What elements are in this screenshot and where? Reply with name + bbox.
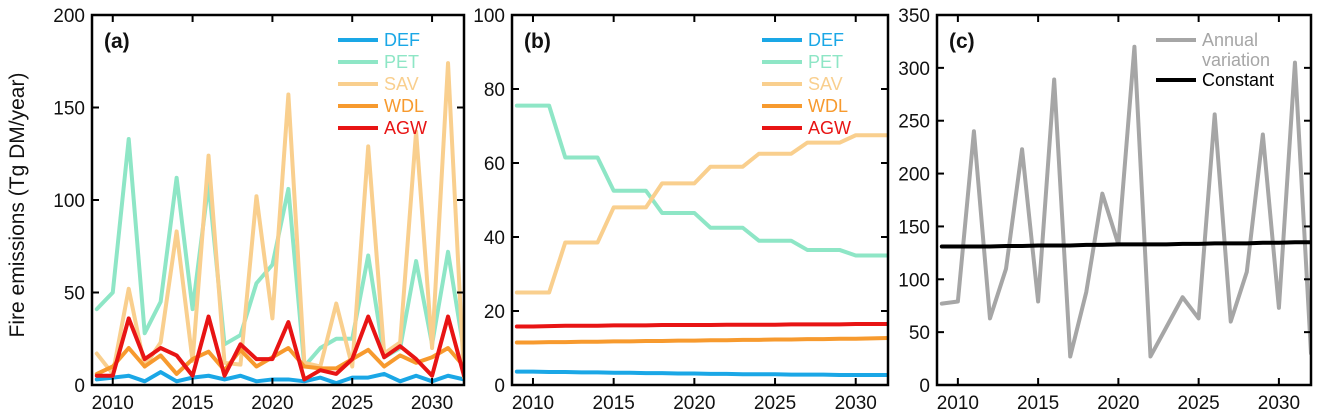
x-tick-label: 2030 <box>411 393 453 414</box>
y-tick-label: 150 <box>898 217 930 238</box>
series-line-def <box>514 369 888 378</box>
x-tick-label: 2020 <box>1097 393 1139 414</box>
y-tick-label: 0 <box>919 376 930 397</box>
legend-label-wdl: WDL <box>384 96 424 116</box>
x-tick-label: 2010 <box>512 393 554 414</box>
y-tick-label: 100 <box>473 6 505 27</box>
legend-label-agw: AGW <box>808 118 851 138</box>
legend-label-wdl: WDL <box>808 96 848 116</box>
y-tick-label: 50 <box>909 323 930 344</box>
legend-label-agw: AGW <box>384 118 427 138</box>
legend-label-annual-variation: Annual variation <box>1202 30 1270 70</box>
y-tick-label: 80 <box>484 80 505 101</box>
series-line-pet <box>514 103 888 258</box>
x-tick-label: 2015 <box>593 393 635 414</box>
x-tick-label: 2030 <box>835 393 877 414</box>
legend-label-pet: PET <box>384 52 419 72</box>
y-tick-label: 60 <box>484 154 505 175</box>
plot-frame <box>510 13 890 387</box>
legend-label-sav: SAV <box>808 74 843 94</box>
x-tick-label: 2020 <box>673 393 715 414</box>
y-axis-label: Fire emissions (Tg DM/year) <box>6 73 29 338</box>
x-tick-label: 2020 <box>251 393 293 414</box>
x-tick-label: 2015 <box>1017 393 1059 414</box>
panel-2: 2010 2015 2020 2025 2030 0 20 40 60 80 100 (b) DEFPE… <box>473 6 890 414</box>
series-line-wdl <box>94 346 464 376</box>
series-line-agw <box>514 321 888 329</box>
series-line-sav <box>94 61 464 380</box>
y-tick-label: 150 <box>53 99 85 120</box>
series-line-wdl <box>514 336 888 345</box>
y-tick-label: 200 <box>53 6 85 27</box>
panel-3: 2010 2015 2020 2025 2030 0 50 100 150 200 250 300 35… <box>898 6 1313 414</box>
y-tick-label: 250 <box>898 112 930 133</box>
series-line-agw <box>94 314 464 382</box>
legend-label-sav: SAV <box>384 74 419 94</box>
x-tick-label: 2010 <box>937 393 979 414</box>
y-tick-label: 100 <box>898 270 930 291</box>
legend-label-pet: PET <box>808 52 843 72</box>
panel-label: (c) <box>949 30 975 53</box>
panel-1: 2010 2015 2020 2025 2030 0 50 100 150 200 (a) Fire … <box>6 6 466 414</box>
panel-label: (a) <box>104 30 130 53</box>
x-tick-label: 2025 <box>331 393 373 414</box>
series-line-sav <box>514 133 888 295</box>
y-tick-label: 50 <box>64 284 85 305</box>
x-tick-label: 2030 <box>1258 393 1300 414</box>
y-tick-label: 40 <box>484 228 505 249</box>
x-tick-label: 2015 <box>171 393 213 414</box>
panel-label: (b) <box>524 30 551 53</box>
x-tick-label: 2025 <box>1177 393 1219 414</box>
y-tick-label: 300 <box>898 59 930 80</box>
x-tick-label: 2010 <box>92 393 134 414</box>
legend-label-constant: Constant <box>1202 70 1274 90</box>
series-line-def <box>94 370 464 385</box>
x-tick-label: 2025 <box>754 393 796 414</box>
series-line-constant <box>939 240 1311 249</box>
y-tick-label: 0 <box>74 376 85 397</box>
y-tick-label: 20 <box>484 302 505 323</box>
plot-frame <box>935 13 1313 387</box>
series-line-annual-variation <box>939 44 1311 359</box>
y-tick-label: 100 <box>53 191 85 212</box>
y-tick-label: 350 <box>898 6 930 27</box>
y-tick-label: 0 <box>494 376 505 397</box>
legend-label-def: DEF <box>808 30 844 50</box>
y-tick-label: 200 <box>898 165 930 186</box>
legend-label-def: DEF <box>384 30 420 50</box>
